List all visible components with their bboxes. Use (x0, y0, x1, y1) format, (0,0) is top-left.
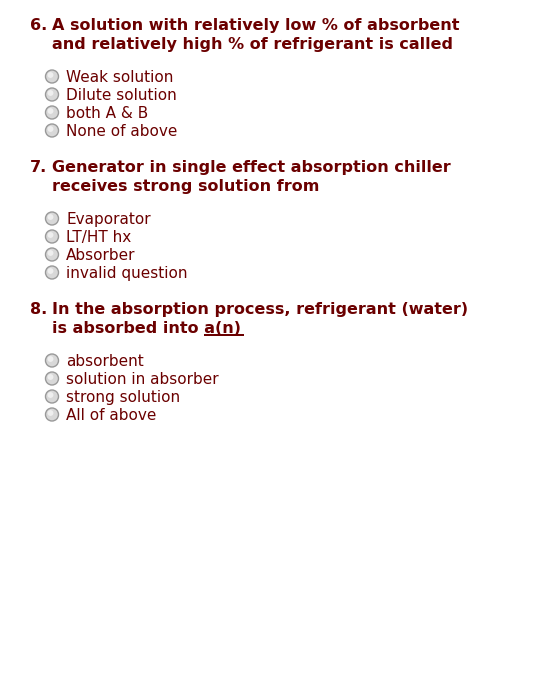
Circle shape (45, 248, 59, 261)
Circle shape (45, 354, 59, 367)
Text: _____: _____ (204, 321, 244, 336)
Text: None of above: None of above (66, 124, 177, 139)
Circle shape (45, 372, 59, 385)
Text: absorbent: absorbent (66, 354, 144, 369)
Text: Dilute solution: Dilute solution (66, 88, 177, 103)
Circle shape (48, 356, 54, 362)
Circle shape (48, 410, 54, 416)
Circle shape (45, 212, 59, 225)
Text: strong solution: strong solution (66, 390, 180, 405)
Circle shape (48, 108, 54, 114)
Circle shape (48, 126, 54, 132)
Circle shape (45, 124, 59, 137)
Text: Generator in single effect absorption chiller: Generator in single effect absorption ch… (52, 160, 451, 175)
Circle shape (48, 72, 54, 78)
Text: A solution with relatively low % of absorbent: A solution with relatively low % of abso… (52, 18, 459, 33)
Text: and relatively high % of refrigerant is called: and relatively high % of refrigerant is … (52, 37, 453, 52)
Circle shape (45, 408, 59, 421)
Circle shape (45, 106, 59, 119)
Circle shape (45, 88, 59, 101)
Text: invalid question: invalid question (66, 266, 188, 281)
Text: solution in absorber: solution in absorber (66, 372, 219, 387)
Circle shape (48, 250, 54, 256)
Text: 7.: 7. (30, 160, 47, 175)
Circle shape (48, 374, 54, 380)
Text: LT/HT hx: LT/HT hx (66, 230, 131, 245)
Text: 6.: 6. (30, 18, 47, 33)
Text: All of above: All of above (66, 408, 156, 423)
Text: is absorbed into a(n): is absorbed into a(n) (52, 321, 247, 336)
Circle shape (48, 232, 54, 238)
Circle shape (48, 392, 54, 398)
Circle shape (45, 390, 59, 403)
Circle shape (45, 266, 59, 279)
Text: In the absorption process, refrigerant (water): In the absorption process, refrigerant (… (52, 302, 468, 317)
Text: Weak solution: Weak solution (66, 70, 173, 85)
Text: Absorber: Absorber (66, 248, 136, 263)
Circle shape (45, 70, 59, 83)
Text: Evaporator: Evaporator (66, 212, 150, 227)
Circle shape (48, 268, 54, 274)
Circle shape (48, 214, 54, 220)
Circle shape (45, 230, 59, 243)
Text: both A & B: both A & B (66, 106, 148, 121)
Circle shape (48, 90, 54, 96)
Text: 8.: 8. (30, 302, 47, 317)
Text: receives strong solution from: receives strong solution from (52, 179, 319, 194)
